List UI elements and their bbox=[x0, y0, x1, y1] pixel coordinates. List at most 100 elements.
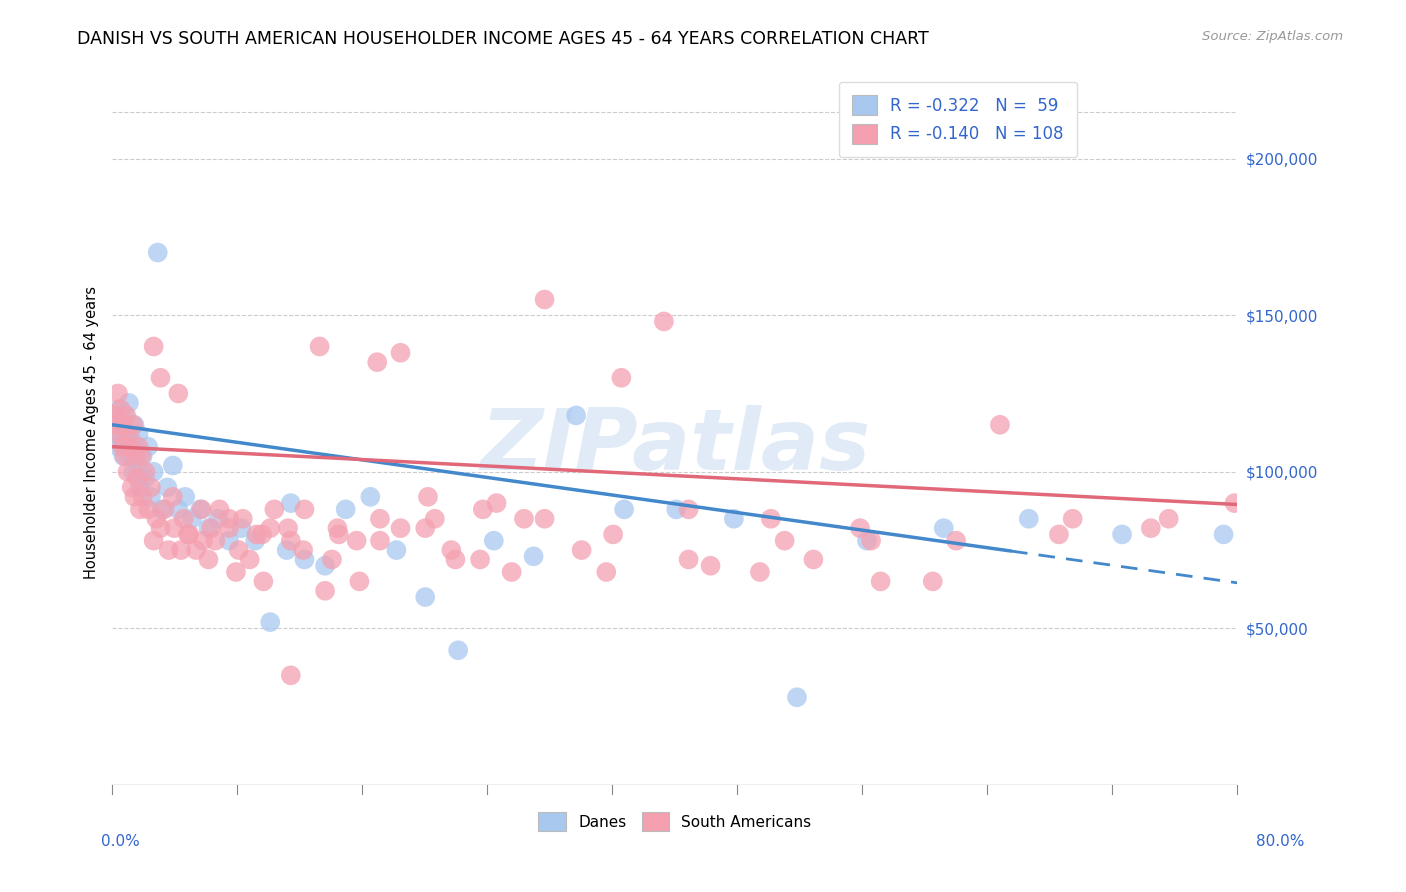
Point bbox=[565, 409, 588, 423]
Point bbox=[613, 502, 636, 516]
Point bbox=[136, 440, 159, 454]
Point bbox=[104, 409, 127, 423]
Point bbox=[145, 512, 167, 526]
Point bbox=[328, 527, 350, 541]
Point bbox=[125, 449, 148, 463]
Point bbox=[471, 502, 494, 516]
Point bbox=[122, 417, 145, 432]
Point bbox=[114, 449, 136, 463]
Point bbox=[869, 574, 891, 589]
Point bbox=[118, 427, 141, 442]
Point bbox=[134, 465, 156, 479]
Point bbox=[533, 512, 555, 526]
Point bbox=[259, 521, 281, 535]
Point bbox=[118, 396, 141, 410]
Point bbox=[111, 434, 134, 448]
Text: ZIPatlas: ZIPatlas bbox=[479, 405, 870, 488]
Point bbox=[321, 552, 343, 566]
Point bbox=[112, 417, 135, 432]
Point bbox=[117, 465, 139, 479]
Text: 0.0%: 0.0% bbox=[101, 834, 141, 848]
Point bbox=[120, 449, 142, 463]
Point bbox=[389, 521, 412, 535]
Point bbox=[218, 533, 240, 548]
Point bbox=[131, 490, 153, 504]
Point bbox=[444, 552, 467, 566]
Point bbox=[366, 355, 388, 369]
Point bbox=[128, 427, 150, 442]
Point bbox=[186, 543, 208, 558]
Point bbox=[523, 549, 546, 564]
Point bbox=[447, 643, 470, 657]
Point bbox=[314, 558, 336, 573]
Point bbox=[595, 565, 617, 579]
Point bbox=[139, 480, 162, 494]
Point bbox=[117, 440, 139, 454]
Point bbox=[142, 465, 165, 479]
Point bbox=[280, 496, 302, 510]
Point bbox=[856, 533, 879, 548]
Point bbox=[162, 490, 184, 504]
Point bbox=[389, 345, 412, 359]
Point bbox=[276, 543, 298, 558]
Point bbox=[110, 402, 132, 417]
Point bbox=[107, 386, 129, 401]
Point bbox=[501, 565, 523, 579]
Point bbox=[142, 533, 165, 548]
Point bbox=[803, 552, 825, 566]
Point bbox=[773, 533, 796, 548]
Point bbox=[149, 521, 172, 535]
Point bbox=[111, 440, 134, 454]
Point bbox=[157, 543, 180, 558]
Point bbox=[571, 543, 593, 558]
Point bbox=[759, 512, 782, 526]
Point bbox=[232, 512, 254, 526]
Point bbox=[163, 521, 186, 535]
Point bbox=[1062, 512, 1084, 526]
Point bbox=[335, 502, 357, 516]
Point bbox=[292, 543, 315, 558]
Point bbox=[181, 512, 204, 526]
Point bbox=[149, 371, 172, 385]
Point bbox=[139, 490, 162, 504]
Point bbox=[107, 440, 129, 454]
Legend: Danes, South Americans: Danes, South Americans bbox=[533, 806, 817, 838]
Point bbox=[218, 512, 240, 526]
Point bbox=[482, 533, 505, 548]
Point bbox=[150, 502, 173, 516]
Point bbox=[129, 480, 152, 494]
Point bbox=[228, 543, 250, 558]
Point bbox=[932, 521, 955, 535]
Point bbox=[485, 496, 508, 510]
Point bbox=[125, 440, 148, 454]
Point bbox=[174, 490, 197, 504]
Point bbox=[602, 527, 624, 541]
Point bbox=[142, 339, 165, 353]
Point bbox=[1157, 512, 1180, 526]
Point bbox=[153, 502, 176, 516]
Point bbox=[748, 565, 770, 579]
Point bbox=[860, 533, 883, 548]
Point bbox=[204, 533, 226, 548]
Point bbox=[156, 480, 179, 494]
Point bbox=[177, 527, 200, 541]
Point bbox=[280, 668, 302, 682]
Point bbox=[197, 552, 219, 566]
Point bbox=[326, 521, 349, 535]
Point bbox=[191, 533, 214, 548]
Point bbox=[263, 502, 285, 516]
Point bbox=[114, 409, 136, 423]
Point bbox=[131, 449, 153, 463]
Point bbox=[277, 521, 299, 535]
Point bbox=[610, 371, 633, 385]
Point bbox=[349, 574, 371, 589]
Y-axis label: Householder Income Ages 45 - 64 years: Householder Income Ages 45 - 64 years bbox=[83, 286, 98, 579]
Point bbox=[368, 512, 391, 526]
Text: Source: ZipAtlas.com: Source: ZipAtlas.com bbox=[1202, 30, 1343, 44]
Point bbox=[134, 471, 156, 485]
Point bbox=[121, 434, 143, 448]
Point bbox=[167, 502, 190, 516]
Point bbox=[678, 502, 700, 516]
Point bbox=[162, 458, 184, 473]
Point bbox=[112, 449, 135, 463]
